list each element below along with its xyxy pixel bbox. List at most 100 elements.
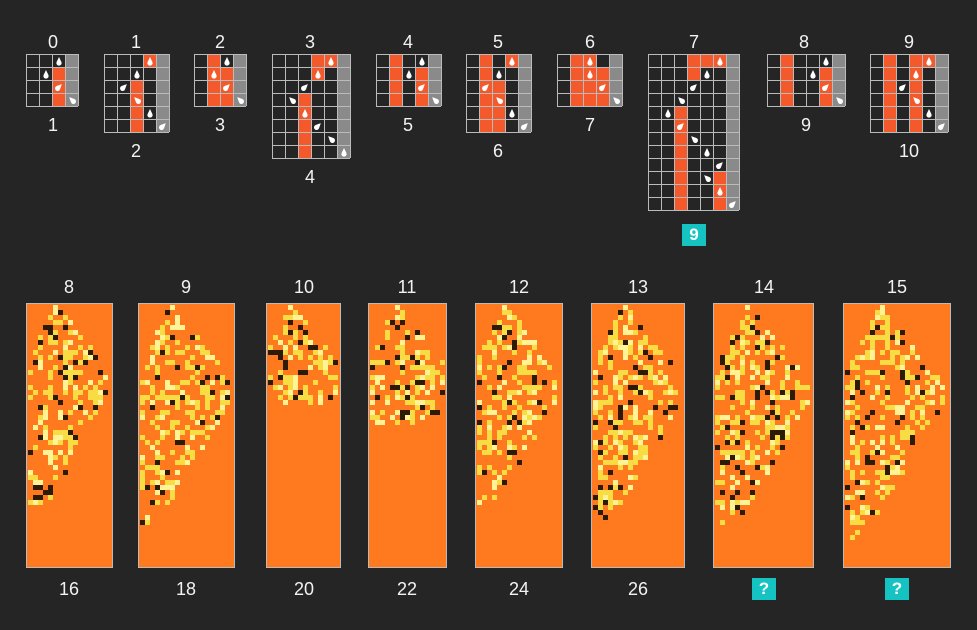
evolution-cell (155, 370, 160, 375)
evolution-cell (855, 355, 860, 360)
evolution-cell (765, 465, 770, 470)
evolution-cell (755, 385, 760, 390)
evolution-cell (725, 435, 730, 440)
evolution-cell (715, 385, 720, 390)
evolution-cell (53, 335, 58, 340)
evolution-cell (497, 480, 502, 485)
evolution-cell (663, 380, 668, 385)
evolution-cell (760, 415, 765, 420)
evolution-cell (780, 445, 785, 450)
evolution-cell (865, 335, 870, 340)
evolution-cell (900, 360, 905, 365)
evolution-cell (765, 420, 770, 425)
evolution-cell (735, 415, 740, 420)
evo-top-label-4: 12 (508, 277, 530, 297)
evolution-cell (648, 415, 653, 420)
evolution-cell (603, 500, 608, 505)
evolution-cell (220, 390, 225, 395)
evolution-cell (73, 360, 78, 365)
evolution-cell (303, 335, 308, 340)
evolution-cell (925, 390, 930, 395)
evolution-cell (43, 430, 48, 435)
evolution-cell (740, 420, 745, 425)
evolution-cell (885, 405, 890, 410)
orange-cell (713, 171, 726, 184)
bottom-label-3: 4 (304, 167, 316, 187)
evolution-cell (855, 460, 860, 465)
evolution-cell (875, 315, 880, 320)
evolution-cell (720, 425, 725, 430)
evolution-cell (93, 400, 98, 405)
evolution-cell (865, 350, 870, 355)
evolution-cell (900, 450, 905, 455)
evolution-cell (765, 365, 770, 370)
evolution-cell (740, 355, 745, 360)
evolution-cell (780, 425, 785, 430)
evolution-cell (855, 520, 860, 525)
evolution-cell (78, 370, 83, 375)
evolution-cell (278, 340, 283, 345)
evolution-cell (298, 370, 303, 375)
evolution-cell (608, 335, 613, 340)
evolution-cell (180, 455, 185, 460)
evolution-cell (633, 405, 638, 410)
evolution-cell (155, 490, 160, 495)
evolution-cell (663, 390, 668, 395)
evolution-cell (603, 450, 608, 455)
evolution-cell (150, 465, 155, 470)
evolution-cell (608, 485, 613, 490)
evolution-cell (900, 405, 905, 410)
evolution-panel-3 (368, 303, 447, 568)
evolution-cell (725, 380, 730, 385)
evolution-cell (795, 380, 800, 385)
evolution-cell (220, 400, 225, 405)
evolution-cell (507, 325, 512, 330)
evolution-cell (225, 395, 230, 400)
evolution-cell (512, 410, 517, 415)
evo-bottom-label-2: 20 (293, 579, 315, 599)
evolution-cell (502, 310, 507, 315)
evolution-cell (618, 410, 623, 415)
evolution-cell (48, 385, 53, 390)
evolution-cell (725, 450, 730, 455)
evolution-cell (735, 505, 740, 510)
evolution-cell (53, 310, 58, 315)
evolution-cell (865, 355, 870, 360)
evolution-cell (740, 390, 745, 395)
evolution-cell (618, 340, 623, 345)
evolution-cell (283, 360, 288, 365)
orange-cell (596, 67, 609, 80)
orange-cell (492, 80, 505, 93)
evolution-cell (720, 370, 725, 375)
evolution-cell (850, 380, 855, 385)
evolution-cell (333, 390, 338, 395)
evolution-cell (643, 365, 648, 370)
evolution-cell (613, 385, 618, 390)
evolution-cell (537, 385, 542, 390)
evolution-cell (750, 480, 755, 485)
evolution-cell (593, 380, 598, 385)
evolution-cell (298, 395, 303, 400)
evolution-cell (628, 315, 633, 320)
evolution-cell (795, 385, 800, 390)
evolution-cell (860, 510, 865, 515)
orange-cell (492, 106, 505, 119)
evolution-cell (98, 390, 103, 395)
evolution-cell (608, 430, 613, 435)
evolution-cell (725, 360, 730, 365)
evolution-cell (175, 350, 180, 355)
evolution-cell (477, 400, 482, 405)
evolution-cell (140, 455, 145, 460)
evolution-cell (850, 515, 855, 520)
evolution-cell (638, 385, 643, 390)
evolution-cell (755, 330, 760, 335)
evolution-cell (33, 475, 38, 480)
evolution-cell (83, 410, 88, 415)
evolution-cell (210, 355, 215, 360)
evolution-cell (613, 460, 618, 465)
evolution-cell (160, 330, 165, 335)
evolution-cell (165, 410, 170, 415)
evolution-cell (385, 335, 390, 340)
evolution-cell (900, 355, 905, 360)
evolution-cell (48, 490, 53, 495)
